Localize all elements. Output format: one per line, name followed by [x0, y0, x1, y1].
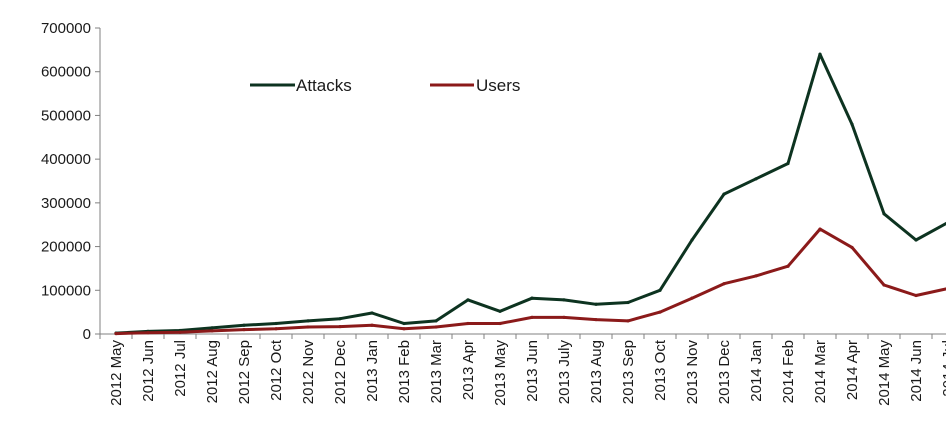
y-tick-label: 300000	[41, 195, 91, 212]
data-point-users	[914, 293, 918, 298]
data-point-attacks	[722, 192, 726, 196]
data-point-users	[402, 327, 406, 331]
y-tick-label: 100000	[41, 282, 91, 299]
x-tick-label: 2014 Jan	[748, 340, 765, 402]
legend-label-attacks: Attacks	[296, 76, 352, 95]
x-tick-label: 2014 May	[876, 340, 893, 406]
data-point-users	[594, 317, 598, 322]
x-tick-label: 2012 Jun	[140, 340, 157, 402]
x-tick-label: 2014 Mar	[812, 340, 829, 403]
x-tick-label: 2012 Jul	[172, 340, 189, 397]
data-point-users	[274, 327, 278, 331]
legend-item-attacks: Attacks	[250, 76, 352, 95]
x-tick-label: 2013 Nov	[684, 340, 701, 405]
data-point-users	[466, 321, 470, 326]
x-tick-label: 2013 Apr	[460, 340, 477, 400]
data-point-users	[562, 315, 566, 319]
data-point-attacks	[658, 288, 662, 292]
data-point-attacks	[338, 317, 342, 321]
data-point-users	[498, 321, 502, 326]
y-tick-label: 400000	[41, 151, 91, 168]
x-tick-label: 2013 Feb	[396, 340, 413, 403]
y-tick-label: 600000	[41, 64, 91, 81]
x-tick-label: 2013 Sep	[620, 340, 637, 404]
data-point-attacks	[786, 161, 790, 166]
y-tick-label: 700000	[41, 20, 91, 37]
data-point-attacks	[210, 326, 214, 330]
data-point-attacks	[530, 296, 534, 300]
data-point-attacks	[690, 238, 694, 242]
x-tick-label: 2012 Sep	[236, 340, 253, 404]
x-tick-label: 2012 Nov	[300, 340, 317, 405]
data-point-attacks	[850, 122, 854, 126]
data-point-users	[786, 264, 790, 268]
data-point-users	[722, 282, 726, 286]
data-point-users	[754, 274, 758, 278]
x-tick-label: 2013 Jun	[524, 340, 541, 402]
data-point-attacks	[434, 319, 438, 323]
series-lines	[114, 52, 946, 336]
x-tick-label: 2014 Feb	[780, 340, 797, 403]
data-point-attacks	[498, 309, 502, 313]
x-tick-label: 2013 May	[492, 340, 509, 406]
x-tick-label: 2013 Dec	[716, 340, 733, 405]
data-point-users	[434, 325, 438, 329]
legend-label-users: Users	[476, 76, 520, 95]
y-tick-label: 0	[83, 326, 91, 343]
y-axis: 0 100000 200000 300000 400000 500000 600000 700…	[41, 20, 101, 343]
x-tick-label: 2012 Dec	[332, 340, 349, 405]
data-point-users	[690, 296, 694, 300]
data-point-attacks	[274, 321, 278, 326]
x-tick-label: 2013 Jan	[364, 340, 381, 402]
x-axis: 2012 May 2012 Jun 2012 Jul 2012 Aug 2012 Sep…	[99, 333, 946, 406]
data-point-attacks	[914, 238, 918, 242]
data-point-users	[210, 329, 214, 333]
x-tick-label: 2013 Oct	[652, 339, 669, 401]
y-tick-label: 500000	[41, 107, 91, 124]
data-point-users	[530, 315, 534, 319]
y-tick-label: 200000	[41, 239, 91, 256]
x-tick-label: 2012 May	[108, 340, 125, 406]
x-tick-label: 2012 Aug	[204, 340, 221, 403]
x-tick-label: 2014 Jul	[940, 340, 946, 397]
data-point-users	[850, 245, 854, 250]
data-point-users	[658, 310, 662, 314]
data-point-attacks	[466, 298, 470, 302]
legend: Attacks Users	[250, 76, 520, 95]
data-point-users	[818, 227, 822, 231]
data-point-users	[146, 331, 150, 335]
data-point-users	[114, 331, 118, 336]
data-point-attacks	[306, 319, 310, 323]
data-point-users	[242, 328, 246, 332]
legend-item-users: Users	[430, 76, 520, 95]
data-point-users	[882, 283, 886, 287]
data-point-attacks	[754, 177, 758, 181]
x-tick-label: 2013 July	[556, 340, 573, 405]
data-point-users	[370, 323, 374, 327]
data-point-attacks	[882, 212, 886, 216]
x-tick-label: 2013 Mar	[428, 340, 445, 403]
x-tick-label: 2012 Oct	[268, 339, 285, 401]
data-point-attacks	[242, 323, 246, 327]
x-tick-label: 2013 Aug	[588, 340, 605, 403]
data-point-users	[626, 319, 630, 323]
x-tick-label: 2014 Jun	[908, 340, 925, 402]
data-point-attacks	[626, 300, 630, 305]
x-tick-label: 2014 Apr	[844, 340, 861, 400]
series-line-attacks	[114, 52, 946, 335]
data-point-attacks	[370, 311, 374, 315]
data-point-attacks	[402, 321, 406, 326]
data-point-attacks	[562, 298, 566, 302]
data-point-attacks	[594, 302, 598, 306]
data-point-users	[338, 324, 342, 329]
data-point-users	[306, 325, 310, 329]
data-point-users	[178, 330, 182, 334]
data-point-attacks	[818, 52, 822, 56]
